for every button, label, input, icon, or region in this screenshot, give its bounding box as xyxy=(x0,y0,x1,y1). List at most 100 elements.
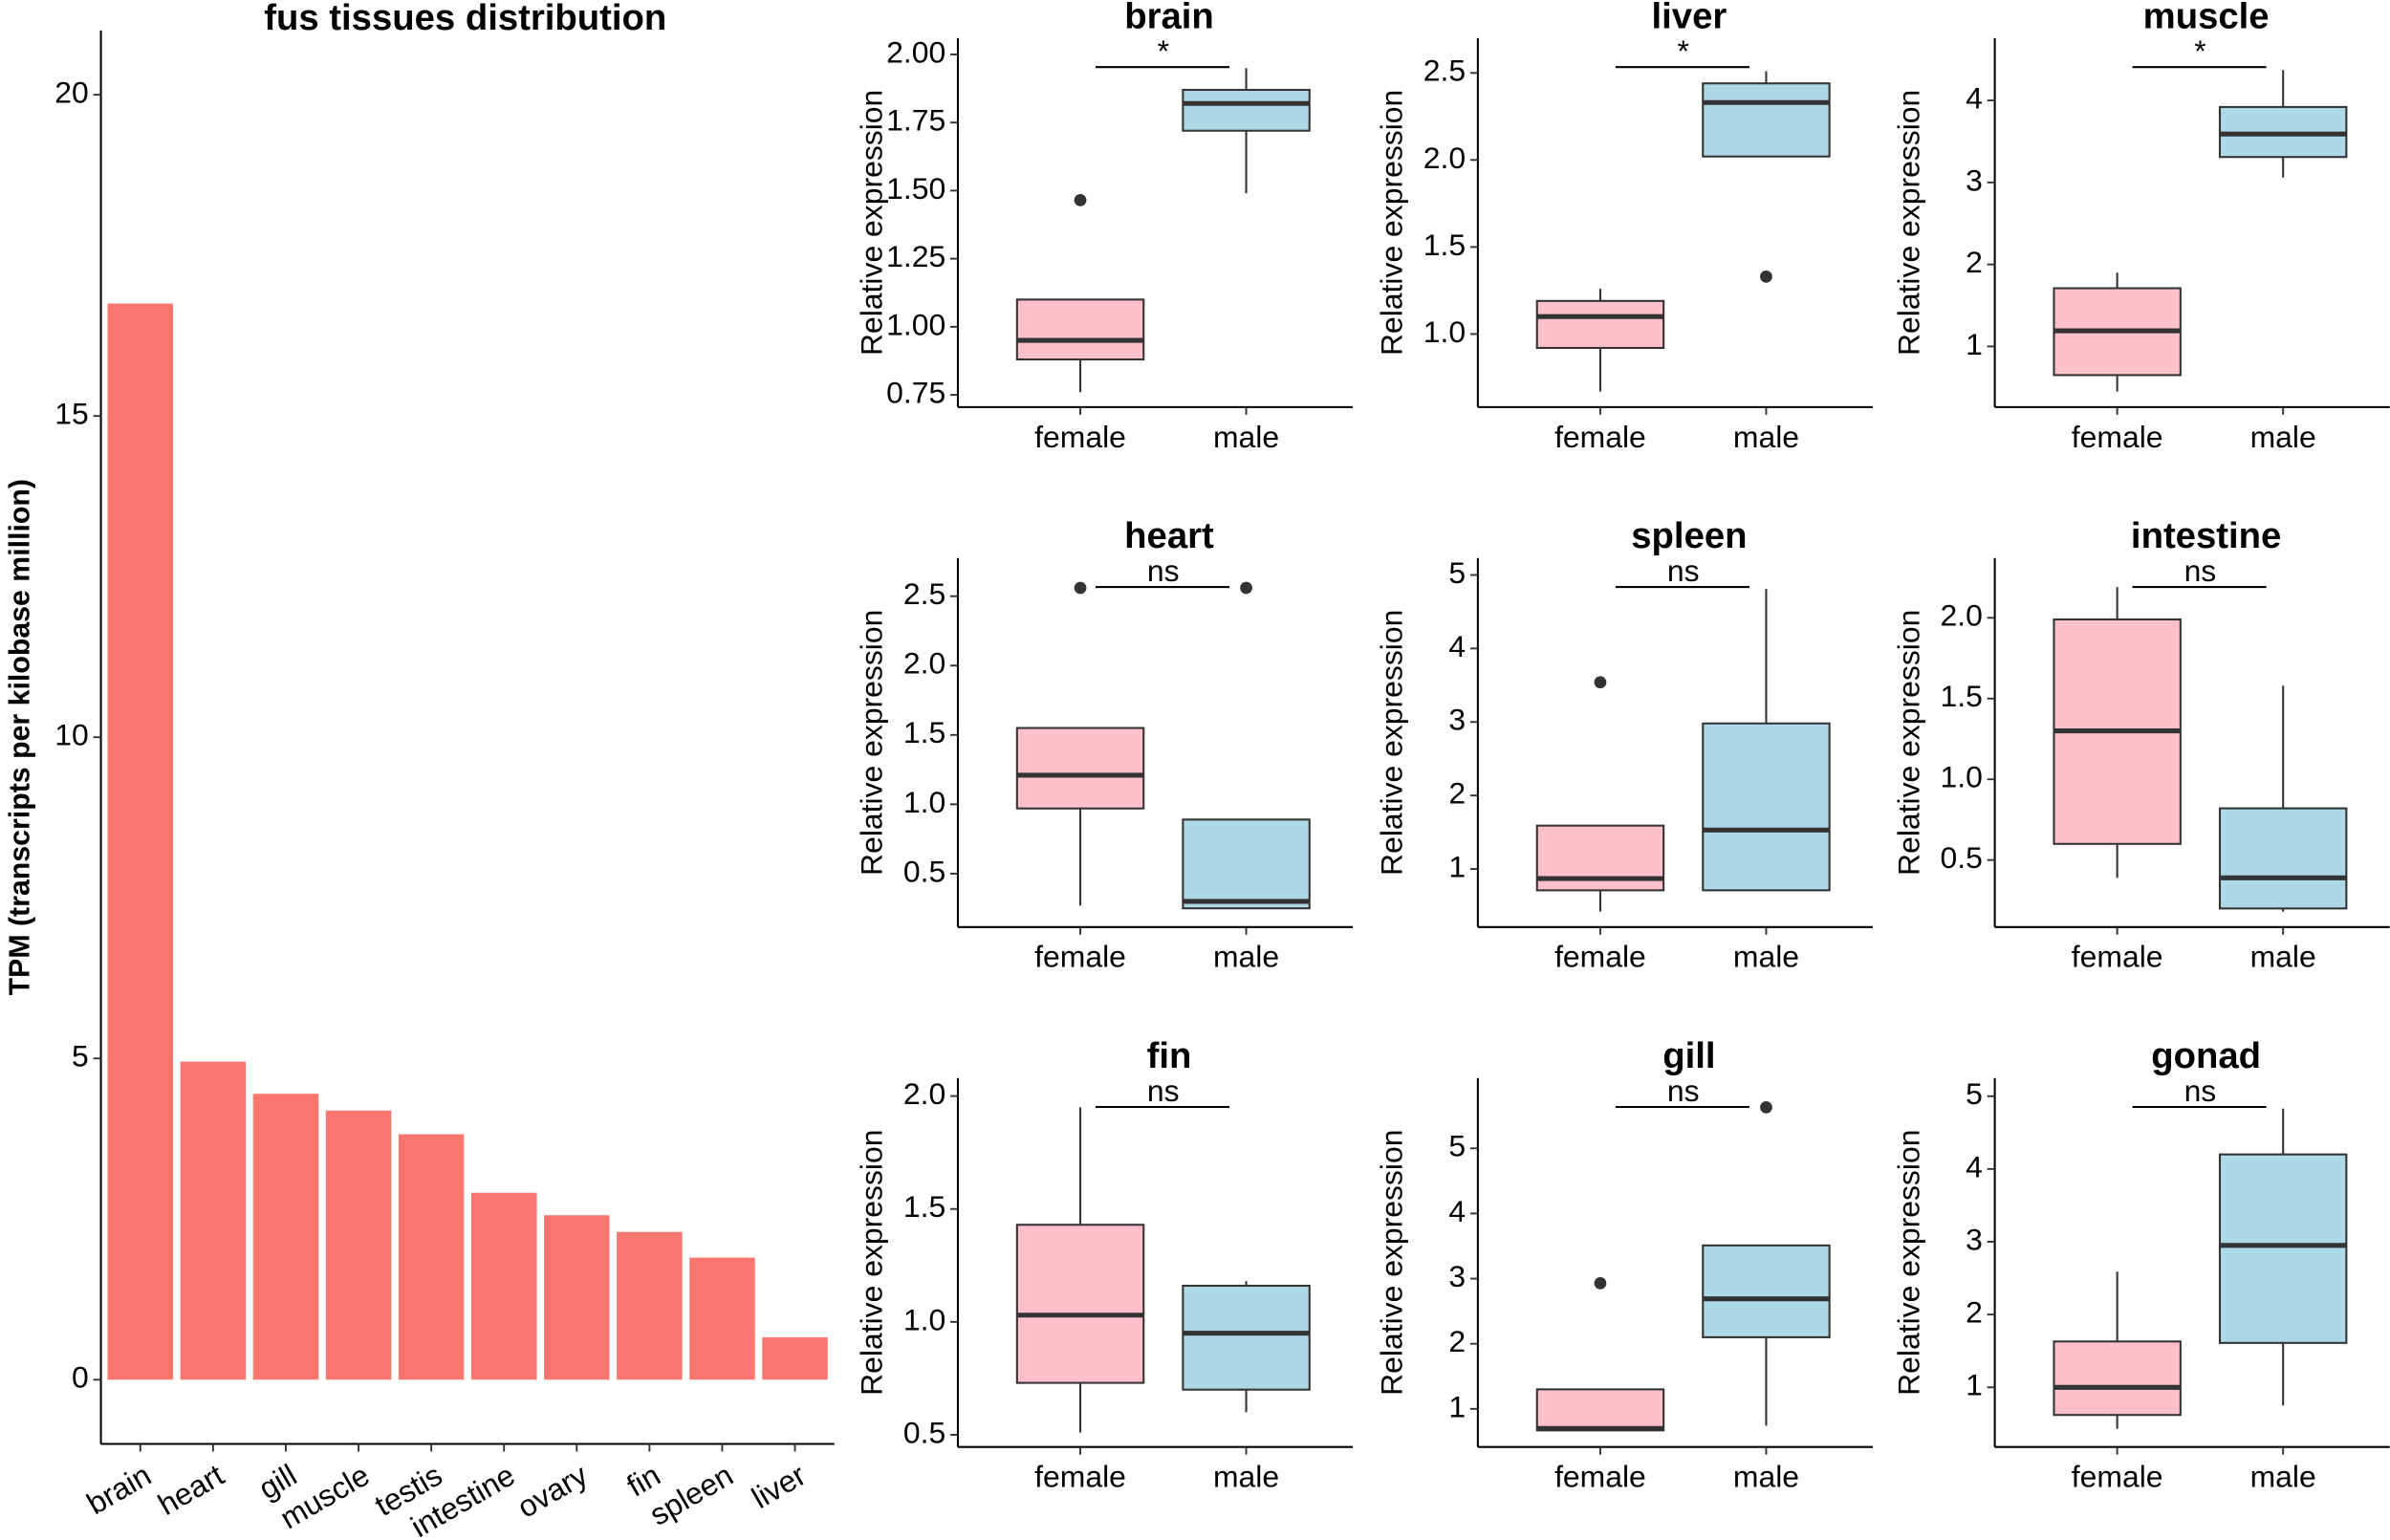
y-tick-label: 2.0 xyxy=(903,646,945,681)
outlier xyxy=(1760,1100,1772,1114)
y-tick-label: 0.5 xyxy=(903,1415,945,1449)
panel-title: spleen xyxy=(1631,515,1747,556)
box xyxy=(1702,82,1831,158)
x-tick-label: female xyxy=(1554,1460,1646,1494)
x-tick-label: male xyxy=(1733,1460,1799,1494)
x-tick-label: liver xyxy=(746,1457,812,1515)
x-tick-label: male xyxy=(2250,1460,2316,1494)
y-tick-label: 1 xyxy=(1448,1389,1466,1423)
y-axis-title: Relative expression xyxy=(855,1130,889,1396)
y-tick-label: 2.0 xyxy=(1423,141,1466,175)
box xyxy=(1015,727,1145,810)
outlier xyxy=(1240,581,1252,595)
y-tick-label: 2.5 xyxy=(903,576,945,611)
y-axis-title: Relative expression xyxy=(855,90,889,356)
y-tick-label: 1.5 xyxy=(1940,679,1982,713)
bar xyxy=(470,1192,537,1380)
box xyxy=(2218,807,2348,910)
x-tick-label: male xyxy=(1213,420,1279,454)
y-axis-title: Relative expression xyxy=(1375,610,1409,876)
x-tick-label: spleen xyxy=(643,1458,738,1532)
y-tick-label: 1.0 xyxy=(903,785,945,819)
box xyxy=(1182,1284,1311,1391)
x-tick-label: female xyxy=(2072,940,2163,974)
bar xyxy=(252,1094,319,1380)
outlier xyxy=(1760,270,1772,283)
x-tick-label: male xyxy=(1733,420,1799,454)
y-tick-label: 2.00 xyxy=(886,34,945,69)
y-tick-label: 2 xyxy=(1448,776,1466,811)
y-tick-label: 3 xyxy=(1966,163,1983,197)
y-tick-label: 5 xyxy=(72,1039,89,1074)
y-tick-label: 1 xyxy=(1966,1368,1983,1402)
significance-label: ns xyxy=(1667,553,1700,588)
bar xyxy=(398,1134,465,1380)
y-tick-label: 0.75 xyxy=(886,375,945,409)
significance-label: ns xyxy=(1667,1074,1700,1108)
significance-label: ns xyxy=(1147,553,1180,588)
x-tick-label: female xyxy=(1554,940,1646,974)
bar xyxy=(180,1061,247,1380)
y-tick-label: 5 xyxy=(1448,1129,1466,1163)
y-tick-label: 1.5 xyxy=(1423,228,1466,262)
bar xyxy=(617,1231,683,1380)
outlier xyxy=(1074,193,1087,206)
y-tick-label: 0 xyxy=(72,1360,89,1395)
x-tick-label: ovary xyxy=(511,1458,594,1525)
y-tick-label: 0.5 xyxy=(903,854,945,888)
y-axis-title: TPM (transcripts per kilobase million) xyxy=(5,479,36,995)
box xyxy=(1535,1388,1665,1432)
outlier xyxy=(1594,676,1607,689)
significance-label: ns xyxy=(2184,1074,2217,1108)
y-tick-label: 1 xyxy=(1966,327,1983,361)
panel-title: fin xyxy=(1147,1035,1192,1076)
box xyxy=(1182,88,1311,132)
y-tick-label: 4 xyxy=(1966,1149,1983,1183)
significance-label: ns xyxy=(2184,553,2217,588)
y-tick-label: 5 xyxy=(1966,1076,1983,1111)
y-tick-label: 1.0 xyxy=(1940,760,1982,794)
x-tick-label: female xyxy=(1034,1460,1126,1494)
y-tick-label: 2 xyxy=(1966,1295,1983,1330)
y-tick-label: 3 xyxy=(1966,1222,1983,1256)
y-tick-label: 4 xyxy=(1448,1194,1466,1228)
y-tick-label: 1.0 xyxy=(903,1302,945,1336)
y-tick-label: 2 xyxy=(1448,1324,1466,1358)
x-tick-label: male xyxy=(1213,1460,1279,1494)
y-tick-label: 1.00 xyxy=(886,307,945,341)
box xyxy=(1015,298,1145,361)
x-tick-label: brain xyxy=(81,1458,157,1522)
y-tick-label: 3 xyxy=(1448,703,1466,737)
x-tick-label: male xyxy=(2250,940,2316,974)
y-tick-label: 1.75 xyxy=(886,103,945,138)
y-axis-title: Relative expression xyxy=(1891,610,1925,876)
significance-label: ns xyxy=(1147,1074,1180,1108)
y-tick-label: 2.0 xyxy=(1940,598,1982,633)
y-tick-label: 2.5 xyxy=(1423,54,1466,88)
x-tick-label: female xyxy=(2072,420,2163,454)
chart-title: fus tissues distribution xyxy=(264,0,666,38)
y-tick-label: 1.25 xyxy=(886,239,945,273)
box xyxy=(1182,818,1311,910)
box xyxy=(1015,1224,1145,1384)
x-tick-label: male xyxy=(1733,940,1799,974)
x-tick-label: female xyxy=(1034,420,1126,454)
y-tick-label: 20 xyxy=(54,76,88,110)
y-tick-label: 4 xyxy=(1448,629,1466,663)
x-tick-label: male xyxy=(2250,420,2316,454)
panel-title: gonad xyxy=(2151,1035,2261,1076)
y-tick-label: 15 xyxy=(54,397,88,431)
outlier xyxy=(1594,1276,1607,1290)
y-tick-label: 4 xyxy=(1966,80,1983,115)
panel-title: gill xyxy=(1662,1035,1715,1076)
y-tick-label: 10 xyxy=(54,718,88,752)
box xyxy=(2218,1153,2348,1344)
panel-title: intestine xyxy=(2131,515,2281,556)
outlier xyxy=(1074,581,1087,595)
y-tick-label: 5 xyxy=(1448,555,1466,590)
y-tick-label: 1.50 xyxy=(886,171,945,206)
significance-label: * xyxy=(2194,33,2205,68)
y-axis-title: Relative expression xyxy=(1375,1130,1409,1396)
